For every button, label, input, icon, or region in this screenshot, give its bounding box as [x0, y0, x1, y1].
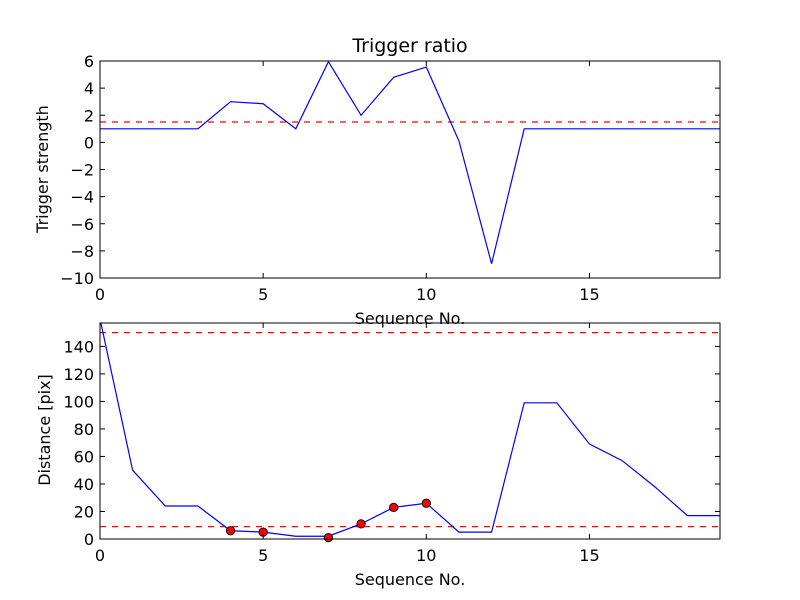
y-tick-label: 140: [63, 337, 94, 356]
x-axis-label: Sequence No.: [355, 309, 466, 328]
plot-area: 0 5 10 15 0 20 40 60 80 100 120 140: [63, 322, 721, 565]
plot-area: 0 5 10 15 −10 −8 −6 −4 −2 0 2 4 6: [60, 52, 721, 304]
y-tick-label: 4: [84, 79, 94, 98]
y-tick-label: −10: [60, 269, 94, 288]
y-tick-label: 20: [74, 502, 94, 521]
data-point-marker: [225, 526, 236, 536]
x-tick-label: 10: [416, 546, 436, 565]
plot-content: [100, 323, 720, 537]
y-tick-label: 100: [63, 392, 94, 411]
y-tick-label: 0: [84, 530, 94, 549]
trigger-ratio-chart: Trigger ratio Sequence No. Trigger stren…: [33, 35, 721, 328]
series-line: [100, 323, 720, 537]
y-tick-label: 80: [74, 420, 94, 439]
data-point-marker: [421, 498, 431, 508]
data-point-marker: [389, 502, 399, 513]
x-tick-label: 5: [258, 285, 268, 304]
x-axis-label: Sequence No.: [355, 570, 466, 589]
plot-content: [100, 61, 720, 264]
y-tick-label: −2: [70, 161, 94, 180]
series-line: [100, 61, 720, 264]
chart-title: Trigger ratio: [351, 35, 467, 57]
y-tick-label: 120: [63, 365, 94, 384]
axes-frame: [99, 322, 721, 540]
x-tick-label: 10: [416, 285, 436, 304]
y-tick-label: −4: [70, 188, 94, 207]
y-tick-label: 60: [74, 447, 94, 466]
y-tick-label: 0: [84, 133, 94, 152]
y-tick-label: −8: [70, 242, 94, 261]
y-axis-label: Distance [pix]: [35, 374, 54, 486]
x-tick-label: 15: [579, 546, 599, 565]
y-tick-label: 2: [84, 106, 94, 125]
y-tick-label: −6: [70, 215, 94, 234]
x-tick-label: 0: [95, 546, 105, 565]
y-axis-label: Trigger strength: [33, 105, 52, 234]
distance-chart: Sequence No. Distance [pix] 0 5 10 15 0 20 40 6…: [35, 322, 721, 589]
x-tick-label: 5: [258, 546, 268, 565]
data-point-marker: [323, 532, 334, 543]
x-tick-label: 15: [579, 285, 599, 304]
y-tick-label: 40: [74, 475, 94, 494]
y-tick-label: 6: [84, 52, 94, 71]
data-point-marker: [356, 519, 366, 529]
x-tick-label: 0: [95, 285, 105, 304]
